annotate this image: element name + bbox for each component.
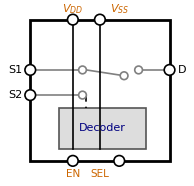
Text: $V_{SS}$: $V_{SS}$: [110, 2, 129, 16]
Bar: [30, 20, 170, 161]
Text: Decoder: Decoder: [79, 124, 126, 133]
Text: S1: S1: [8, 65, 22, 75]
Text: $V_{DD}$: $V_{DD}$: [62, 2, 83, 16]
Circle shape: [68, 155, 78, 166]
Circle shape: [79, 91, 86, 99]
Circle shape: [79, 66, 86, 74]
Text: SEL: SEL: [90, 169, 109, 179]
Circle shape: [120, 72, 128, 80]
Text: D: D: [178, 65, 186, 75]
Circle shape: [68, 14, 78, 25]
Text: S2: S2: [8, 90, 22, 100]
Circle shape: [95, 14, 105, 25]
Text: EN: EN: [66, 169, 80, 179]
Circle shape: [135, 66, 142, 74]
Bar: [59, 108, 146, 149]
Circle shape: [114, 155, 125, 166]
Circle shape: [25, 65, 36, 75]
Circle shape: [25, 90, 36, 100]
Circle shape: [164, 65, 175, 75]
